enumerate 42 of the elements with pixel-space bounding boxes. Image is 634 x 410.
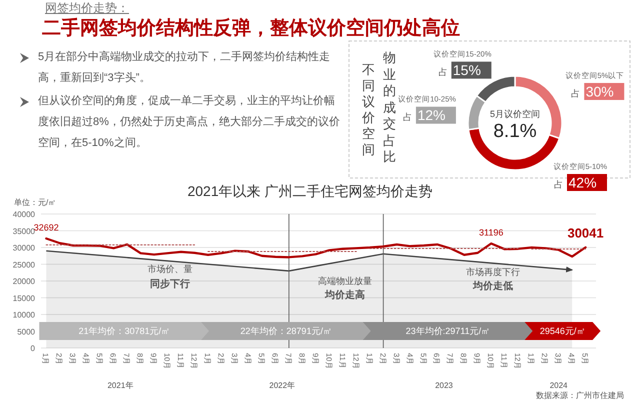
annotation: 29546元/㎡	[540, 326, 586, 336]
annotation: 高端物业放量	[318, 276, 372, 286]
line-series	[45, 237, 587, 258]
data-label: 30041	[567, 225, 604, 240]
data-label: 31196	[478, 227, 504, 238]
y-tick-label: 25000	[12, 260, 36, 270]
data-label: 占 30%	[571, 83, 614, 100]
y-tick-label: 5000	[17, 327, 36, 336]
y-tick-label: 0	[30, 344, 36, 353]
y-tick-label: 20000	[12, 277, 36, 286]
annotation: 市场价、量	[148, 264, 192, 274]
text: 2024	[550, 381, 568, 390]
annotation: 22年均价：28791元/㎡	[240, 326, 332, 336]
data-label: 占 12%	[402, 107, 446, 124]
text: 5月在部分中高端物业成交的拉动下，二手网签均价结构性走高，重新回到“3字头”。	[38, 50, 332, 86]
data-label: 32692	[34, 222, 59, 232]
text: 5月议价空间	[490, 109, 540, 119]
y-tick-label: 10000	[12, 310, 36, 320]
text: 2022年	[269, 381, 296, 390]
text: 不同议价空间	[362, 62, 376, 158]
text: 8.1%	[493, 121, 537, 142]
text: 但从议价空间的角度，促成一单二手交易，业主的平均让价幅度依旧超过8%，仍然处于历史高点，绝大部分二手成交的议价空间，在5-10%之间。	[38, 94, 340, 151]
y-axis-title: 单位：元/㎡	[14, 198, 56, 207]
y-tick-label: 40000	[12, 210, 36, 219]
text: 网签均价走势：	[45, 0, 129, 17]
text: 物业的成交占比	[383, 50, 397, 166]
source-note: 数据来源：广州市住建局	[536, 391, 624, 400]
y-tick-label: 15000	[12, 294, 36, 303]
chart-title: 2021年以来 广州二手住宅网签均价走势	[187, 183, 433, 199]
annotation: 均价走高	[324, 289, 365, 301]
y-tick-label: 30000	[12, 244, 36, 252]
text: 二手网签均价结构性反弹，整体议价空间仍处高位	[42, 16, 460, 41]
annotation: 均价走低	[472, 280, 513, 292]
annotation: 同步下行	[150, 278, 190, 290]
text: 2023	[435, 381, 454, 390]
y-tick-label: 35000	[12, 226, 36, 236]
text: 2021年	[107, 381, 134, 390]
annotation: 市场再度下行	[466, 267, 520, 277]
annotation: 23年均价:29711元/㎡	[406, 326, 490, 336]
data-label: 占 15%	[438, 62, 481, 78]
annotation: 21年均价：30781元/㎡	[78, 326, 170, 336]
data-label: 占 42%	[554, 174, 597, 190]
